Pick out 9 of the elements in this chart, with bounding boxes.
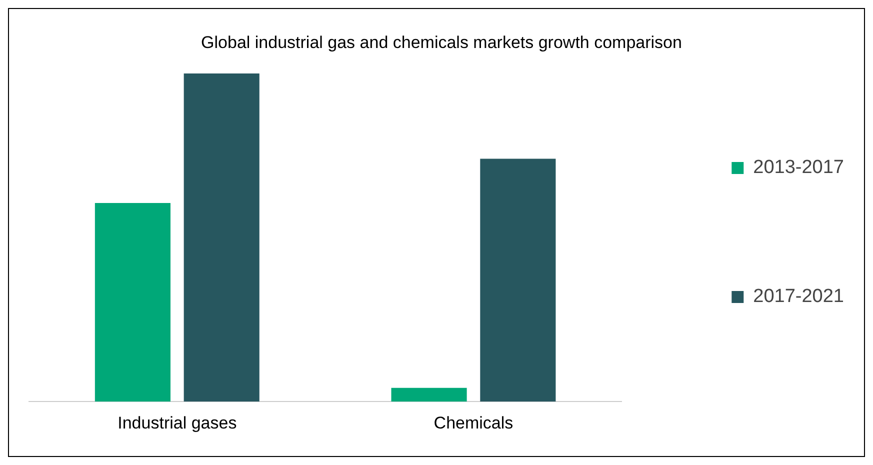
chart-title: Global industrial gas and chemicals markets growth comparison <box>201 32 682 52</box>
x-tick-label: Industrial gases <box>118 413 237 432</box>
bar <box>184 73 260 402</box>
bar <box>94 203 170 402</box>
bar <box>391 388 467 402</box>
bar <box>480 158 556 402</box>
x-tick-label: Chemicals <box>434 413 514 432</box>
legend-label: 2013-2017 <box>753 157 844 178</box>
legend-label: 2017-2021 <box>753 286 844 308</box>
